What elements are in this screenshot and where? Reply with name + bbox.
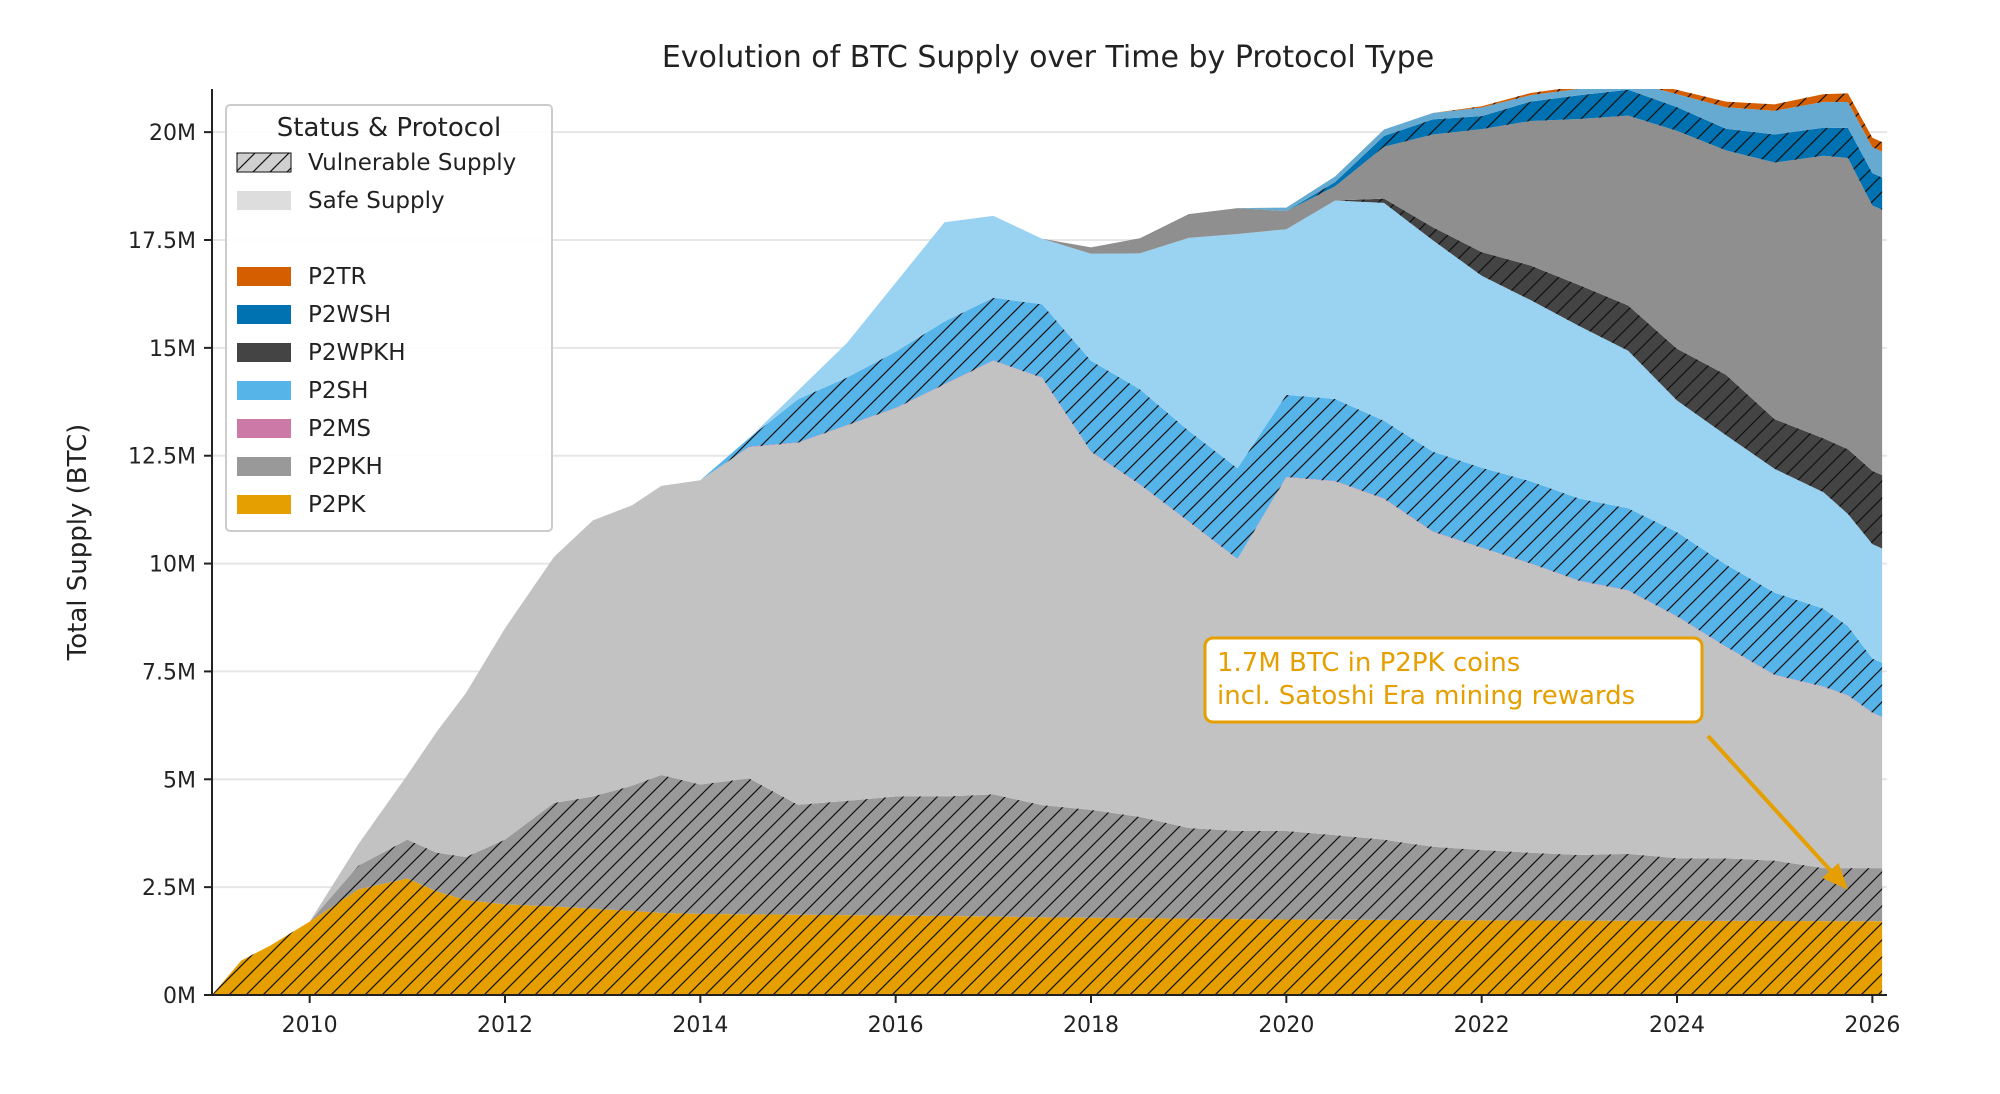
area-p2pkh-safe	[212, 360, 1883, 995]
area-p2pk-vulnerable-hatch	[212, 878, 1883, 995]
y-tick-label: 15M	[149, 337, 196, 362]
annotation-line-1: 1.7M BTC in P2PK coins	[1217, 648, 1520, 678]
legend-p2ms-swatch	[237, 419, 291, 438]
y-tick-label: 17.5M	[128, 229, 196, 254]
x-tick-label: 2024	[1649, 1013, 1705, 1038]
y-tick-label: 2.5M	[142, 876, 196, 901]
y-tick-label: 0M	[163, 984, 196, 1009]
area-p2sh-safe	[212, 200, 1883, 995]
x-tick-label: 2022	[1454, 1013, 1510, 1038]
legend-safe-supply-label: Safe Supply	[308, 188, 445, 214]
legend-title: Status & Protocol	[277, 113, 501, 143]
legend-vulnerable-supply-label: Vulnerable Supply	[308, 150, 516, 176]
area-p2pkh-vulnerable-hatch	[212, 774, 1883, 995]
x-tick-label: 2026	[1844, 1013, 1900, 1038]
stacked-areas	[212, 89, 1883, 995]
x-tick-label: 2016	[868, 1013, 924, 1038]
y-ticks: 0M 2.5M 5M 7.5M 10M 12.5M 15M 17.5M 20M	[128, 121, 212, 1009]
legend-p2pkh-label: P2PKH	[308, 454, 383, 480]
legend-p2wsh-label: P2WSH	[308, 302, 391, 328]
y-tick-label: 20M	[149, 121, 196, 146]
legend-p2wsh-swatch	[237, 305, 291, 324]
chart-title: Evolution of BTC Supply over Time by Pro…	[662, 40, 1434, 75]
legend-p2tr-swatch	[237, 267, 291, 286]
legend-frame	[225, 104, 553, 532]
x-tick-label: 2014	[672, 1013, 728, 1038]
annotation: 1.7M BTC in P2PK coins incl. Satoshi Era…	[1203, 636, 1848, 890]
annotation-line-2: incl. Satoshi Era mining rewards	[1217, 681, 1635, 711]
x-tick-label: 2012	[477, 1013, 533, 1038]
y-tick-label: 5M	[163, 768, 196, 793]
annotation-box	[1203, 636, 1704, 724]
x-tick-label: 2020	[1258, 1013, 1314, 1038]
area-p2sh-vulnerable-hatch	[212, 297, 1883, 995]
y-tick-label: 12.5M	[128, 445, 196, 470]
legend-p2sh-label: P2SH	[308, 378, 368, 404]
area-p2wpkh-safe	[212, 115, 1883, 995]
annotation-arrow	[1706, 734, 1840, 881]
legend-p2wpkh-swatch	[237, 343, 291, 362]
legend-p2pkh-swatch	[237, 457, 291, 476]
legend-vulnerable-supply-swatch-hatch	[237, 153, 291, 172]
legend-p2pk-label: P2PK	[308, 492, 366, 518]
legend-safe-supply-swatch	[237, 191, 291, 210]
legend-p2pk-swatch	[237, 495, 291, 514]
legend: Status & Protocol Vulnerable Supply Safe …	[225, 104, 553, 532]
legend-p2ms-label: P2MS	[308, 416, 371, 442]
x-tick-label: 2018	[1063, 1013, 1119, 1038]
y-tick-label: 7.5M	[142, 660, 196, 685]
legend-p2tr-label: P2TR	[308, 264, 367, 290]
x-ticks: 2010 2012 2014 2016 2018 2020 2022 2024 2026	[282, 995, 1900, 1038]
x-tick-label: 2010	[282, 1013, 338, 1038]
legend-p2sh-swatch	[237, 381, 291, 400]
legend-p2wpkh-label: P2WPKH	[308, 340, 406, 366]
y-tick-label: 10M	[149, 553, 196, 578]
y-axis-label: Total Supply (BTC)	[63, 424, 93, 662]
annotation-arrowhead	[1822, 863, 1848, 890]
